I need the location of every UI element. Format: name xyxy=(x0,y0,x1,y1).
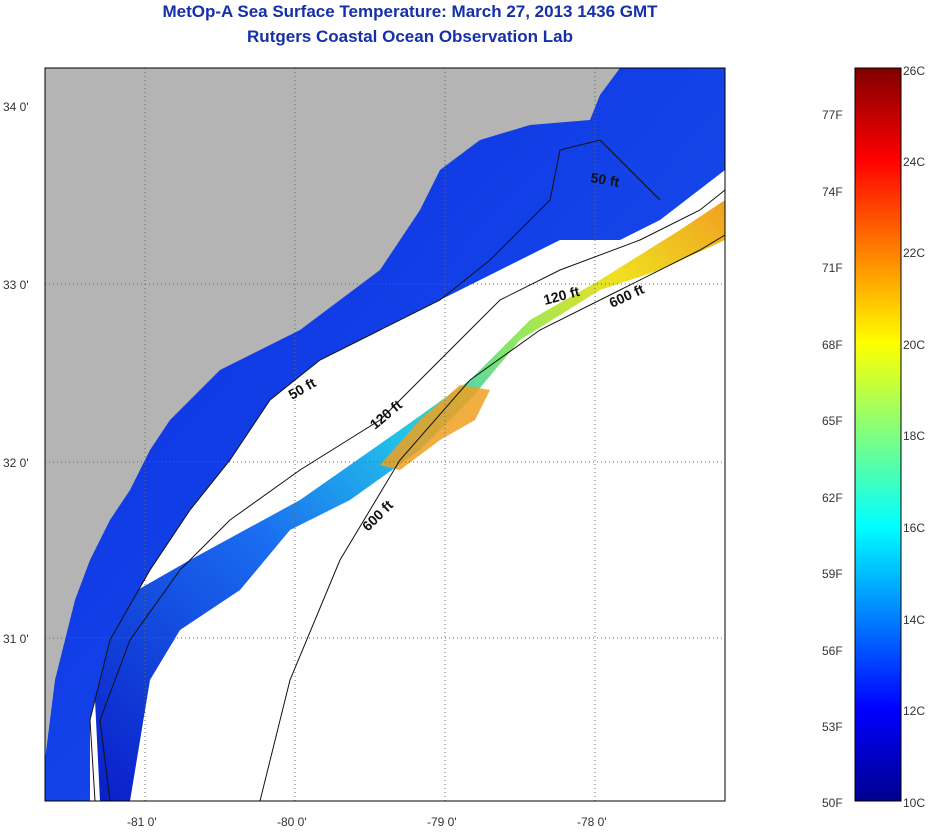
land-mass xyxy=(45,68,620,760)
lon-label-79: -79 0' xyxy=(427,815,457,829)
lon-label-78: -78 0' xyxy=(577,815,607,829)
contour-50ft xyxy=(89,139,661,802)
sst-warm-patch xyxy=(380,385,490,470)
contour-120ft xyxy=(99,189,726,802)
map-border xyxy=(44,67,726,802)
map-subtitle: Rutgers Coastal Ocean Observation Lab xyxy=(247,27,573,46)
lat-label-31: 31 0' xyxy=(3,632,29,646)
contour-600ft xyxy=(259,234,726,802)
lon-label-81: -81 0' xyxy=(127,815,157,829)
contour-label-50ft-east: 50 ft xyxy=(589,169,620,190)
bathymetry-contours xyxy=(89,139,726,802)
lon-label-80: -80 0' xyxy=(277,815,307,829)
lat-label-32: 32 0' xyxy=(3,456,29,470)
graticule xyxy=(45,68,725,801)
lat-label-34: 34 0' xyxy=(3,100,29,114)
map-title: MetOp-A Sea Surface Temperature: March 2… xyxy=(162,2,658,21)
lat-label-33: 33 0' xyxy=(3,278,29,292)
sst-warm-band xyxy=(95,200,725,801)
